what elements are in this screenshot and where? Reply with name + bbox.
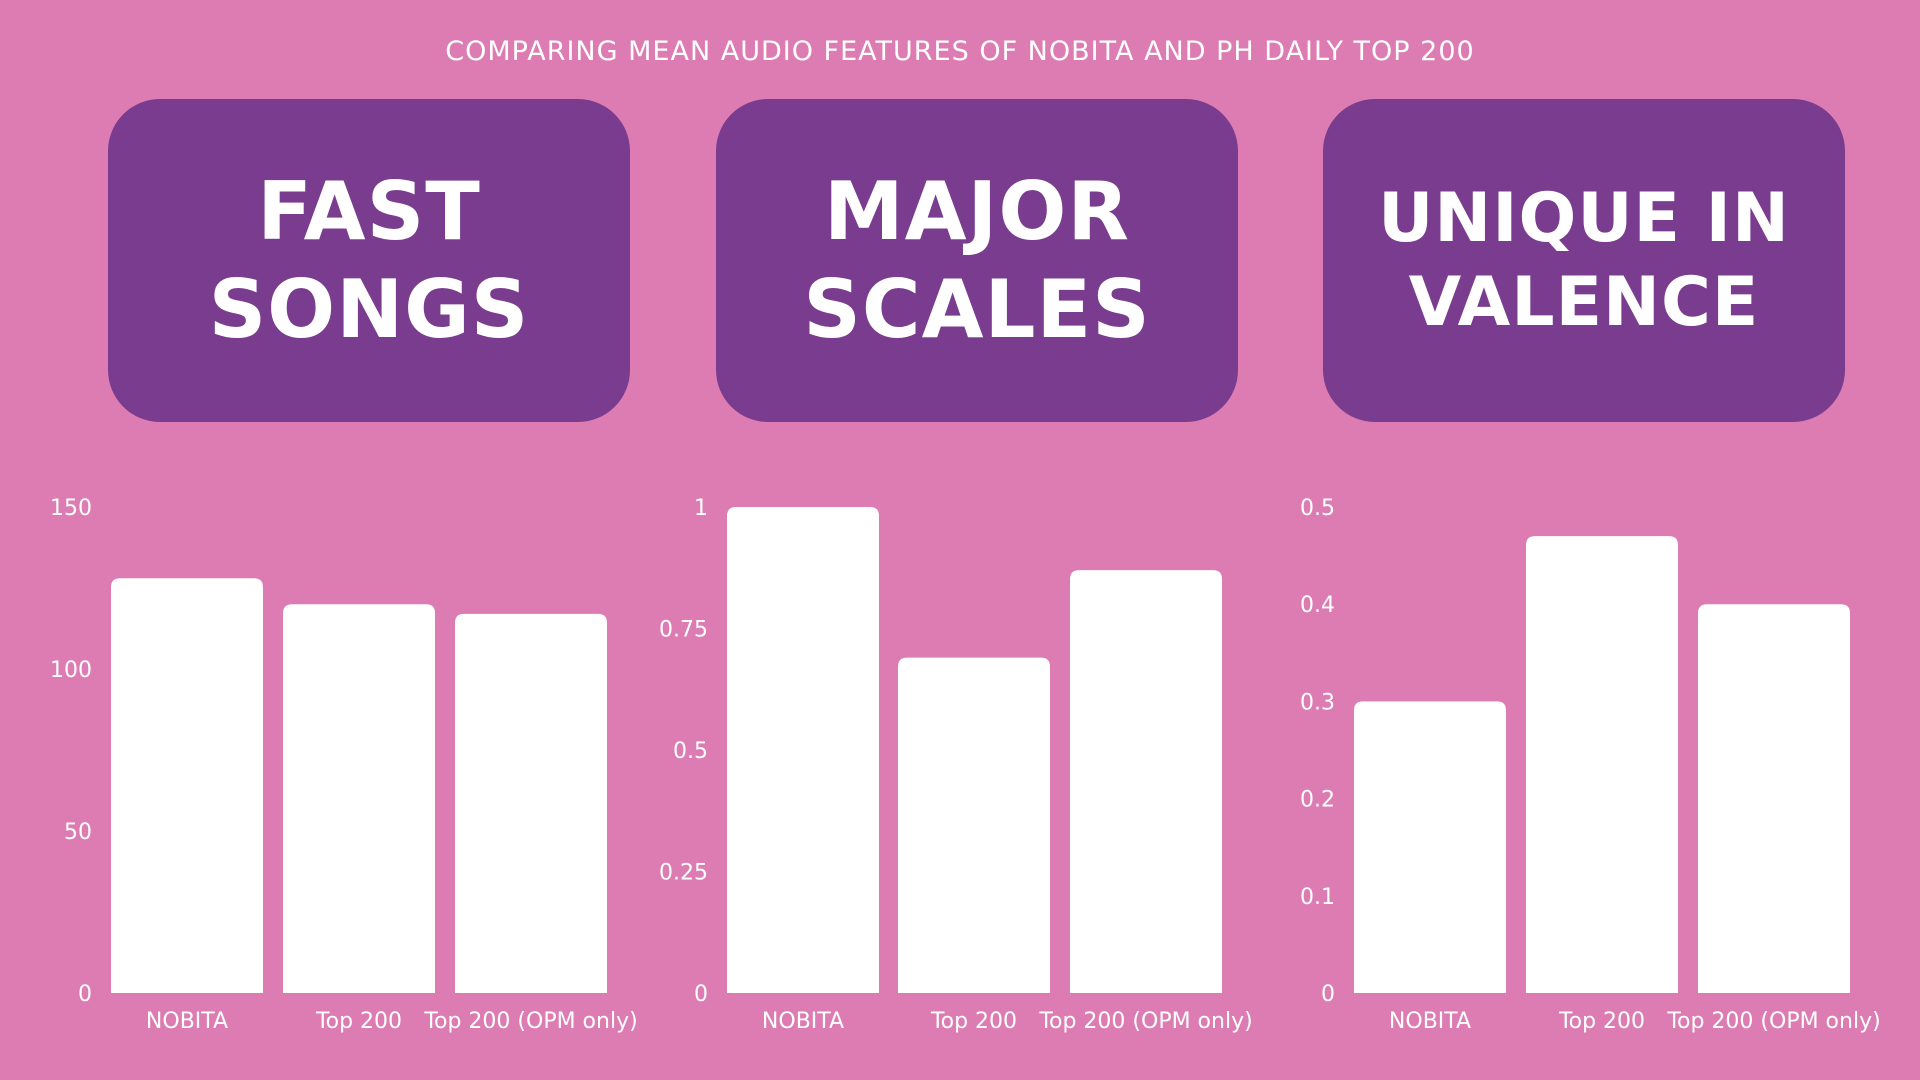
y-tick-label-major-scales: 0 <box>694 982 708 1007</box>
headline-major-scales: MAJOR SCALES <box>803 164 1151 356</box>
page-title: COMPARING MEAN AUDIO FEATURES OF NOBITA … <box>445 36 1475 67</box>
y-tick-label-valence: 0.4 <box>1300 593 1335 618</box>
bar-fast-songs-1 <box>283 604 435 993</box>
headline-card-major-scales: MAJOR SCALES <box>716 99 1238 422</box>
y-tick-label-valence: 0.3 <box>1300 690 1335 715</box>
y-tick-label-fast-songs: 100 <box>50 658 92 683</box>
bar-fast-songs-0 <box>111 578 263 993</box>
y-tick-label-major-scales: 1 <box>694 496 708 521</box>
bar-major-scales-1 <box>898 657 1050 993</box>
category-label-major-scales: Top 200 <box>930 1009 1017 1034</box>
bar-major-scales-2 <box>1070 570 1222 993</box>
headline-card-fast-songs: FAST SONGS <box>108 99 630 422</box>
bar-valence-1 <box>1526 536 1678 993</box>
category-label-fast-songs: Top 200 <box>315 1009 402 1034</box>
category-label-valence: Top 200 <box>1558 1009 1645 1034</box>
y-tick-label-fast-songs: 150 <box>50 496 92 521</box>
bar-major-scales-0 <box>727 507 879 993</box>
y-tick-label-valence: 0.5 <box>1300 496 1335 521</box>
y-tick-label-valence: 0 <box>1321 982 1335 1007</box>
y-tick-label-valence: 0.1 <box>1300 885 1335 910</box>
y-tick-label-major-scales: 0.5 <box>673 739 708 764</box>
headline-fast-songs: FAST SONGS <box>208 164 530 356</box>
headline-card-unique-valence: UNIQUE IN VALENCE <box>1323 99 1845 422</box>
category-label-valence: Top 200 (OPM only) <box>1666 1009 1880 1034</box>
category-label-major-scales: Top 200 (OPM only) <box>1038 1009 1252 1034</box>
y-tick-label-valence: 0.2 <box>1300 788 1335 813</box>
category-label-valence: NOBITA <box>1389 1009 1471 1034</box>
headline-unique-valence: UNIQUE IN VALENCE <box>1378 178 1790 342</box>
y-tick-label-major-scales: 0.25 <box>659 861 708 886</box>
y-tick-label-major-scales: 0.75 <box>659 618 708 643</box>
y-tick-label-fast-songs: 0 <box>78 982 92 1007</box>
category-label-major-scales: NOBITA <box>762 1009 844 1034</box>
category-label-fast-songs: NOBITA <box>146 1009 228 1034</box>
category-label-fast-songs: Top 200 (OPM only) <box>423 1009 637 1034</box>
bar-fast-songs-2 <box>455 613 607 993</box>
y-tick-label-fast-songs: 50 <box>64 820 92 845</box>
bar-valence-2 <box>1698 604 1850 993</box>
bar-valence-0 <box>1354 701 1506 993</box>
